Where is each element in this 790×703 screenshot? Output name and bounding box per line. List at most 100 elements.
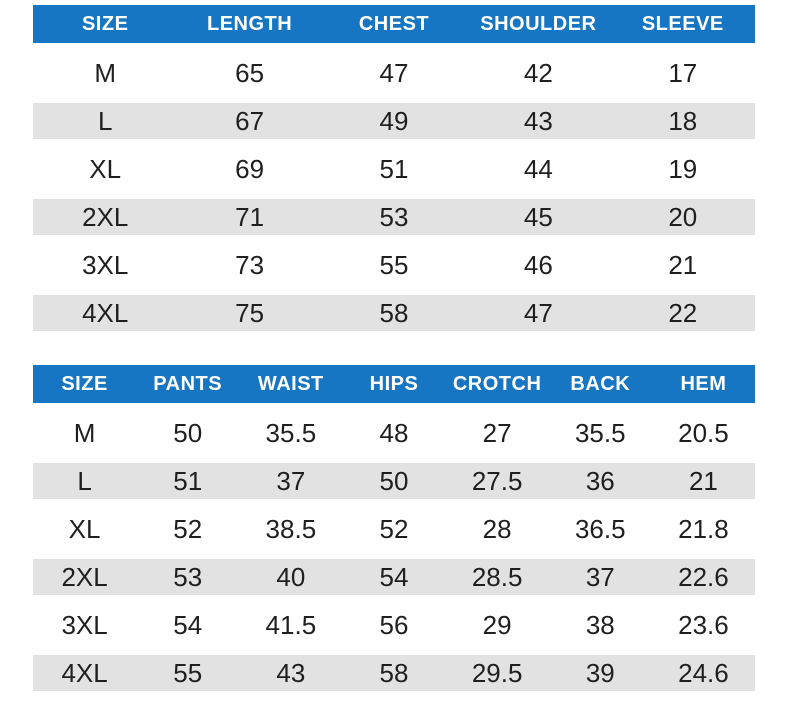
- value-cell: 39: [585, 658, 615, 688]
- value-cell: 38: [585, 610, 615, 640]
- value-cell: 48: [379, 418, 409, 448]
- value-cell: 44: [523, 154, 553, 184]
- column-header: HEM: [680, 373, 727, 395]
- table-header-row: SIZE PANTS WAIST HIPS CROTCH BACK HEM: [33, 365, 755, 403]
- value-cell: 49: [379, 106, 409, 136]
- size-label-cell: M: [94, 58, 117, 88]
- value-cell: 43: [523, 106, 553, 136]
- value-cell: 46: [523, 250, 553, 280]
- value-cell: 20.5: [678, 418, 729, 448]
- value-cell: 20: [668, 202, 698, 232]
- value-cell: 51: [173, 466, 203, 496]
- value-cell: 45: [523, 202, 553, 232]
- value-cell: 67: [235, 106, 265, 136]
- size-label-cell: 2XL: [82, 202, 129, 232]
- value-cell: 47: [523, 298, 553, 328]
- value-cell: 75: [235, 298, 265, 328]
- value-cell: 21: [688, 466, 718, 496]
- value-cell: 37: [276, 466, 306, 496]
- value-cell: 43: [276, 658, 306, 688]
- value-cell: 28.5: [471, 562, 523, 592]
- value-cell: 42: [523, 58, 553, 88]
- value-cell: 71: [235, 202, 265, 232]
- table-header-row: SIZE LENGTH CHEST SHOULDER SLEEVE: [33, 5, 755, 43]
- value-cell: 58: [379, 298, 409, 328]
- table-row: M 50 35.5 48 27 35.5 20.5: [33, 415, 755, 451]
- size-label-cell: 3XL: [82, 250, 129, 280]
- column-header: SLEEVE: [641, 13, 724, 35]
- column-header: CROTCH: [452, 373, 542, 395]
- value-cell: 69: [235, 154, 265, 184]
- value-cell: 22.6: [678, 562, 729, 592]
- size-label-cell: XL: [68, 514, 101, 544]
- value-cell: 23.6: [678, 610, 729, 640]
- column-header: WAIST: [257, 373, 324, 395]
- value-cell: 53: [173, 562, 203, 592]
- table-row: XL 69 51 44 19: [33, 151, 755, 187]
- value-cell: 58: [379, 658, 409, 688]
- value-cell: 50: [379, 466, 409, 496]
- value-cell: 55: [379, 250, 409, 280]
- pants-size-table: SIZE PANTS WAIST HIPS CROTCH BACK HEM M 50 35.5 48…: [33, 365, 755, 691]
- size-label-cell: L: [97, 106, 113, 136]
- table-row: 4XL 55 43 58 29.5 39 24.6: [33, 655, 755, 691]
- column-header: HIPS: [369, 373, 419, 395]
- value-cell: 40: [276, 562, 306, 592]
- value-cell: 24.6: [678, 658, 729, 688]
- value-cell: 54: [379, 562, 409, 592]
- column-header: CHEST: [358, 13, 430, 35]
- column-header: SHOULDER: [480, 13, 597, 35]
- value-cell: 36.5: [574, 514, 626, 544]
- value-cell: 18: [668, 106, 698, 136]
- size-label-cell: 4XL: [82, 298, 129, 328]
- table-row: XL 52 38.5 52 28 36.5 21.8: [33, 511, 755, 547]
- value-cell: 50: [173, 418, 203, 448]
- column-header: LENGTH: [206, 13, 293, 35]
- table-row: L 67 49 43 18: [33, 103, 755, 139]
- size-label-cell: M: [73, 418, 96, 448]
- value-cell: 41.5: [265, 610, 317, 640]
- value-cell: 22: [668, 298, 698, 328]
- value-cell: 65: [235, 58, 265, 88]
- size-chart: SIZE LENGTH CHEST SHOULDER SLEEVE M 65 47 42 17 L 6…: [33, 5, 755, 691]
- value-cell: 29.5: [471, 658, 523, 688]
- value-cell: 53: [379, 202, 409, 232]
- size-label-cell: 3XL: [61, 610, 108, 640]
- column-header: BACK: [570, 373, 631, 395]
- value-cell: 55: [173, 658, 203, 688]
- table-row: 4XL 75 58 47 22: [33, 295, 755, 331]
- value-cell: 28: [482, 514, 512, 544]
- size-label-cell: 2XL: [61, 562, 108, 592]
- table-row: 3XL 73 55 46 21: [33, 247, 755, 283]
- value-cell: 47: [379, 58, 409, 88]
- value-cell: 56: [379, 610, 409, 640]
- value-cell: 21.8: [678, 514, 729, 544]
- table-row: 3XL 54 41.5 56 29 38 23.6: [33, 607, 755, 643]
- value-cell: 52: [379, 514, 409, 544]
- value-cell: 37: [585, 562, 615, 592]
- value-cell: 19: [668, 154, 698, 184]
- table-row: 2XL 53 40 54 28.5 37 22.6: [33, 559, 755, 595]
- value-cell: 27.5: [471, 466, 523, 496]
- table-row: 2XL 71 53 45 20: [33, 199, 755, 235]
- value-cell: 73: [235, 250, 265, 280]
- table-row: L 51 37 50 27.5 36 21: [33, 463, 755, 499]
- top-garment-size-table: SIZE LENGTH CHEST SHOULDER SLEEVE M 65 47 42 17 L 6…: [33, 5, 755, 331]
- value-cell: 17: [668, 58, 698, 88]
- table-row: M 65 47 42 17: [33, 55, 755, 91]
- column-header: SIZE: [61, 373, 108, 395]
- value-cell: 29: [482, 610, 512, 640]
- size-label-cell: L: [77, 466, 92, 496]
- value-cell: 35.5: [265, 418, 317, 448]
- column-header: SIZE: [81, 13, 129, 35]
- value-cell: 51: [379, 154, 409, 184]
- value-cell: 52: [173, 514, 203, 544]
- value-cell: 38.5: [265, 514, 317, 544]
- column-header: PANTS: [153, 373, 223, 395]
- value-cell: 35.5: [574, 418, 626, 448]
- size-label-cell: 4XL: [61, 658, 108, 688]
- value-cell: 36: [585, 466, 615, 496]
- value-cell: 54: [173, 610, 203, 640]
- value-cell: 21: [668, 250, 698, 280]
